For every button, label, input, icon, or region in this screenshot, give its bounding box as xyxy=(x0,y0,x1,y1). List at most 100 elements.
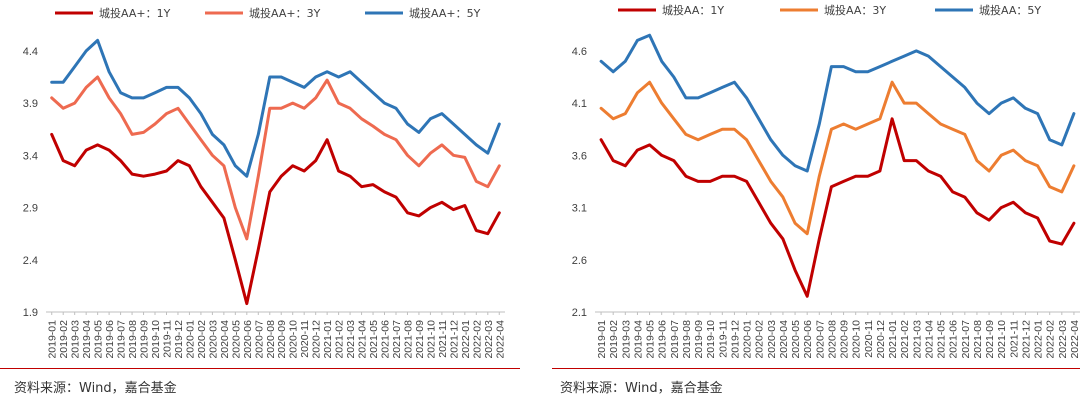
series-line-2 xyxy=(599,80,1076,236)
y-tick-label: 2.9 xyxy=(23,203,38,215)
x-tick-label: 2020-11 xyxy=(863,320,875,358)
legend-label: 城投AA：3Y xyxy=(824,3,886,17)
x-tick-label: 2021-04 xyxy=(923,320,935,359)
y-tick-label: 4.4 xyxy=(23,46,38,58)
x-tick-label: 2021-05 xyxy=(368,320,380,359)
y-tick-label: 3.1 xyxy=(572,203,587,215)
x-tick-label: 2020-12 xyxy=(875,320,887,359)
x-tick-label: 2021-09 xyxy=(984,320,996,359)
x-tick-label: 2021-05 xyxy=(936,320,948,359)
source-note-right: 资料来源：Wind，嘉合基金 xyxy=(560,381,723,396)
x-tick-label: 2019-11 xyxy=(161,320,173,358)
x-tick-label: 2021-02 xyxy=(899,320,911,359)
y-tick-label: 3.4 xyxy=(23,150,38,162)
x-tick-label: 2021-04 xyxy=(357,320,369,359)
y-tick-label: 1.9 xyxy=(23,307,38,319)
series-line-3 xyxy=(599,33,1076,173)
x-tick-label: 2020-02 xyxy=(196,320,208,359)
x-tick-label: 2019-08 xyxy=(681,320,693,359)
x-tick-label: 2019-04 xyxy=(81,320,93,359)
legend-label: 城投AA：1Y xyxy=(662,3,724,17)
x-tick-label: 2019-05 xyxy=(93,320,105,359)
x-tick-label: 2020-12 xyxy=(311,320,323,359)
y-tick-label: 2.4 xyxy=(23,255,38,267)
x-tick-label: 2021-06 xyxy=(948,320,960,359)
x-tick-label: 2021-11 xyxy=(1008,320,1020,358)
x-tick-label: 2021-07 xyxy=(960,320,972,359)
x-tick-label: 2019-10 xyxy=(705,320,717,359)
series-line-1 xyxy=(50,132,501,306)
y-tick-label: 3.9 xyxy=(23,98,38,110)
x-tick-label: 2019-04 xyxy=(632,320,644,359)
x-tick-label: 2020-06 xyxy=(802,320,814,359)
x-tick-label: 2020-01 xyxy=(742,320,754,359)
series-line-3 xyxy=(50,38,501,178)
x-tick-label: 2019-06 xyxy=(104,320,116,359)
x-tick-label: 2019-01 xyxy=(596,320,608,359)
x-tick-label: 2020-08 xyxy=(265,320,277,359)
source-rule-right xyxy=(552,368,1080,369)
y-tick-label: 4.1 xyxy=(572,98,587,110)
x-tick-label: 2020-07 xyxy=(253,320,265,359)
x-tick-label: 2022-04 xyxy=(1069,320,1080,359)
chart-panel-left: 1.9 2.4 2.9 3.4 3.9 4.4 2019-01 2019-02 2019-03 2… xyxy=(0,6,520,396)
x-tick-label: 2019-03 xyxy=(620,320,632,359)
x-tick-label: 2022-03 xyxy=(1057,320,1069,359)
legend-label: 城投AA+：1Y xyxy=(99,6,171,20)
x-tick-label: 2020-05 xyxy=(790,320,802,359)
x-tick-label: 2020-04 xyxy=(219,320,231,359)
x-tick-label: 2019-02 xyxy=(608,320,620,359)
x-tick-label: 2021-09 xyxy=(414,320,426,359)
x-tick-label: 2019-09 xyxy=(693,320,705,359)
x-tick-label: 2020-09 xyxy=(839,320,851,359)
x-tick-label: 2020-02 xyxy=(754,320,766,359)
x-tick-label: 2020-03 xyxy=(207,320,219,359)
x-tick-label: 2019-11 xyxy=(717,320,729,358)
x-tick-label: 2022-02 xyxy=(1045,320,1057,359)
x-tick-label: 2019-12 xyxy=(173,320,185,359)
series-line-1 xyxy=(599,117,1076,298)
x-tick-label: 2021-07 xyxy=(391,320,403,359)
source-rule-left xyxy=(0,368,520,369)
x-tick-label: 2021-06 xyxy=(380,320,392,359)
x-tick-label: 2021-02 xyxy=(334,320,346,359)
x-tick-label: 2019-10 xyxy=(150,320,162,359)
x-tick-label: 2021-12 xyxy=(448,320,460,359)
x-tick-label: 2019-08 xyxy=(127,320,139,359)
x-tick-label: 2019-06 xyxy=(657,320,669,359)
x-tick-label: 2020-06 xyxy=(242,320,254,359)
x-tick-label: 2021-03 xyxy=(911,320,923,359)
x-tick-label: 2019-07 xyxy=(669,320,681,359)
x-tick-label: 2020-04 xyxy=(778,320,790,359)
x-tick-label: 2020-11 xyxy=(299,320,311,358)
x-tick-label: 2019-09 xyxy=(139,320,151,359)
x-tick-label: 2021-01 xyxy=(322,320,334,359)
x-tick-label: 2021-08 xyxy=(402,320,414,359)
x-tick-label: 2020-08 xyxy=(826,320,838,359)
x-tick-label: 2022-02 xyxy=(471,320,483,359)
y-tick-label: 2.1 xyxy=(572,307,587,319)
x-tick-label: 2019-01 xyxy=(47,320,59,359)
source-note-left: 资料来源：Wind，嘉合基金 xyxy=(14,381,177,396)
chart-panel-right: 2.1 2.6 3.1 3.6 4.1 4.6 2019-01 2019-02 2019-03 2… xyxy=(540,0,1080,402)
x-tick-label: 2020-10 xyxy=(288,320,300,359)
legend-label: 城投AA：5Y xyxy=(979,3,1041,17)
x-tick-label: 2022-01 xyxy=(460,320,472,359)
legend-label: 城投AA+：3Y xyxy=(249,6,321,20)
y-tick-label: 4.6 xyxy=(572,46,587,58)
x-tick-label: 2020-10 xyxy=(851,320,863,359)
x-tick-label: 2021-01 xyxy=(887,320,899,359)
x-tick-label: 2019-05 xyxy=(645,320,657,359)
legend-label: 城投AA+：5Y xyxy=(409,6,481,20)
x-tick-label: 2021-11 xyxy=(437,320,449,358)
x-tick-label: 2021-10 xyxy=(425,320,437,359)
x-tick-label: 2021-08 xyxy=(972,320,984,359)
x-tick-label: 2022-01 xyxy=(1033,320,1045,359)
x-tick-label: 2019-12 xyxy=(729,320,741,359)
x-tick-label: 2022-04 xyxy=(494,320,506,359)
x-tick-label: 2019-07 xyxy=(116,320,128,359)
y-tick-label: 3.6 xyxy=(572,150,587,162)
x-tick-label: 2020-07 xyxy=(814,320,826,359)
